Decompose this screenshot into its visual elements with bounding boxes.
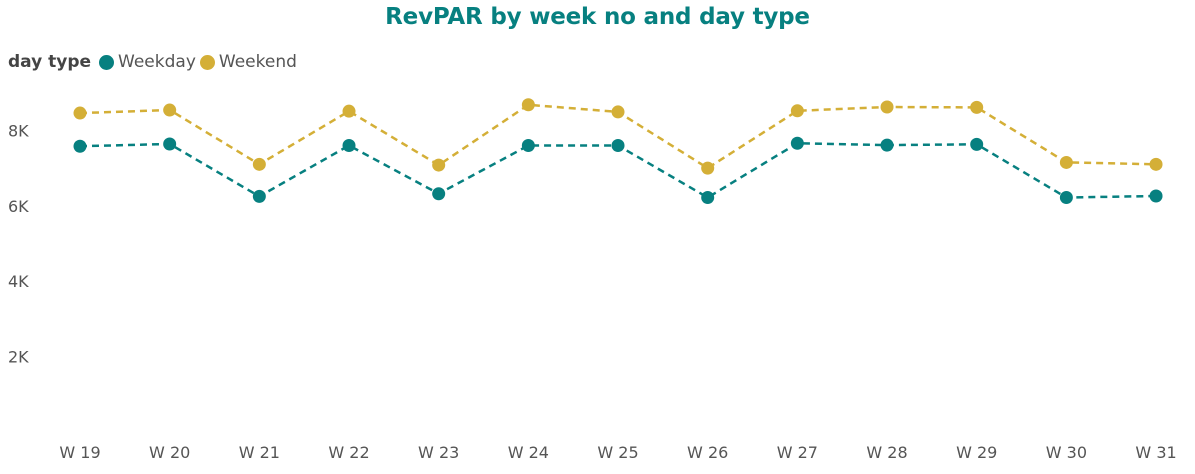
legend-item-weekday[interactable]: Weekday bbox=[99, 52, 196, 72]
data-point-weekend-w30 bbox=[1059, 155, 1073, 169]
data-point-weekday-w29 bbox=[970, 137, 984, 151]
y-tick-label-8K: 8K bbox=[8, 121, 29, 140]
data-point-weekend-w19 bbox=[73, 106, 87, 120]
legend-marker-weekend bbox=[199, 54, 215, 70]
data-point-weekend-w22 bbox=[342, 104, 356, 118]
data-point-weekend-w25 bbox=[611, 105, 625, 119]
legend-title: day type bbox=[8, 52, 92, 72]
legend-item-weekend[interactable]: Weekend bbox=[199, 52, 297, 72]
x-tick-label-w19: W 19 bbox=[59, 443, 100, 462]
data-point-weekday-w19 bbox=[73, 139, 87, 153]
x-tick-label-w22: W 22 bbox=[328, 443, 369, 462]
data-point-weekend-w20 bbox=[163, 103, 177, 117]
data-point-weekend-w24 bbox=[521, 98, 535, 112]
legend-label-weekend: Weekend bbox=[218, 52, 297, 72]
x-tick-label-w29: W 29 bbox=[956, 443, 997, 462]
data-point-weekday-w30 bbox=[1059, 191, 1073, 205]
data-point-weekday-w22 bbox=[342, 138, 356, 152]
x-tick-label-w24: W 24 bbox=[508, 443, 549, 462]
x-tick-label-w26: W 26 bbox=[687, 443, 728, 462]
data-point-weekday-w25 bbox=[611, 138, 625, 152]
data-point-weekday-w21 bbox=[252, 189, 266, 203]
y-tick-label-4K: 4K bbox=[8, 272, 29, 291]
x-tick-label-w25: W 25 bbox=[597, 443, 638, 462]
x-tick-label-w30: W 30 bbox=[1046, 443, 1087, 462]
x-tick-label-w31: W 31 bbox=[1135, 443, 1176, 462]
x-tick-label-w23: W 23 bbox=[418, 443, 459, 462]
data-point-weekday-w26 bbox=[701, 191, 715, 205]
data-point-weekday-w31 bbox=[1149, 189, 1163, 203]
x-tick-label-w28: W 28 bbox=[866, 443, 907, 462]
legend: day type Weekday Weekend bbox=[8, 50, 301, 74]
data-point-weekday-w27 bbox=[790, 136, 804, 150]
chart-title: RevPAR by week no and day type bbox=[385, 4, 810, 30]
data-point-weekend-w23 bbox=[432, 158, 446, 172]
data-point-weekend-w27 bbox=[790, 104, 804, 118]
data-point-weekday-w20 bbox=[163, 137, 177, 151]
legend-label-weekday: Weekday bbox=[118, 52, 196, 72]
x-tick-label-w20: W 20 bbox=[149, 443, 190, 462]
data-point-weekend-w26 bbox=[701, 161, 715, 175]
legend-marker-weekday bbox=[99, 54, 115, 70]
y-tick-label-2K: 2K bbox=[8, 348, 29, 367]
data-point-weekday-w28 bbox=[880, 138, 894, 152]
x-tick-label-w21: W 21 bbox=[239, 443, 280, 462]
data-point-weekday-w24 bbox=[521, 138, 535, 152]
x-tick-label-w27: W 27 bbox=[777, 443, 818, 462]
data-point-weekend-w29 bbox=[970, 100, 984, 114]
data-point-weekend-w21 bbox=[252, 157, 266, 171]
data-point-weekday-w23 bbox=[432, 187, 446, 201]
y-tick-label-6K: 6K bbox=[8, 197, 29, 216]
data-point-weekend-w31 bbox=[1149, 157, 1163, 171]
data-point-weekend-w28 bbox=[880, 100, 894, 114]
